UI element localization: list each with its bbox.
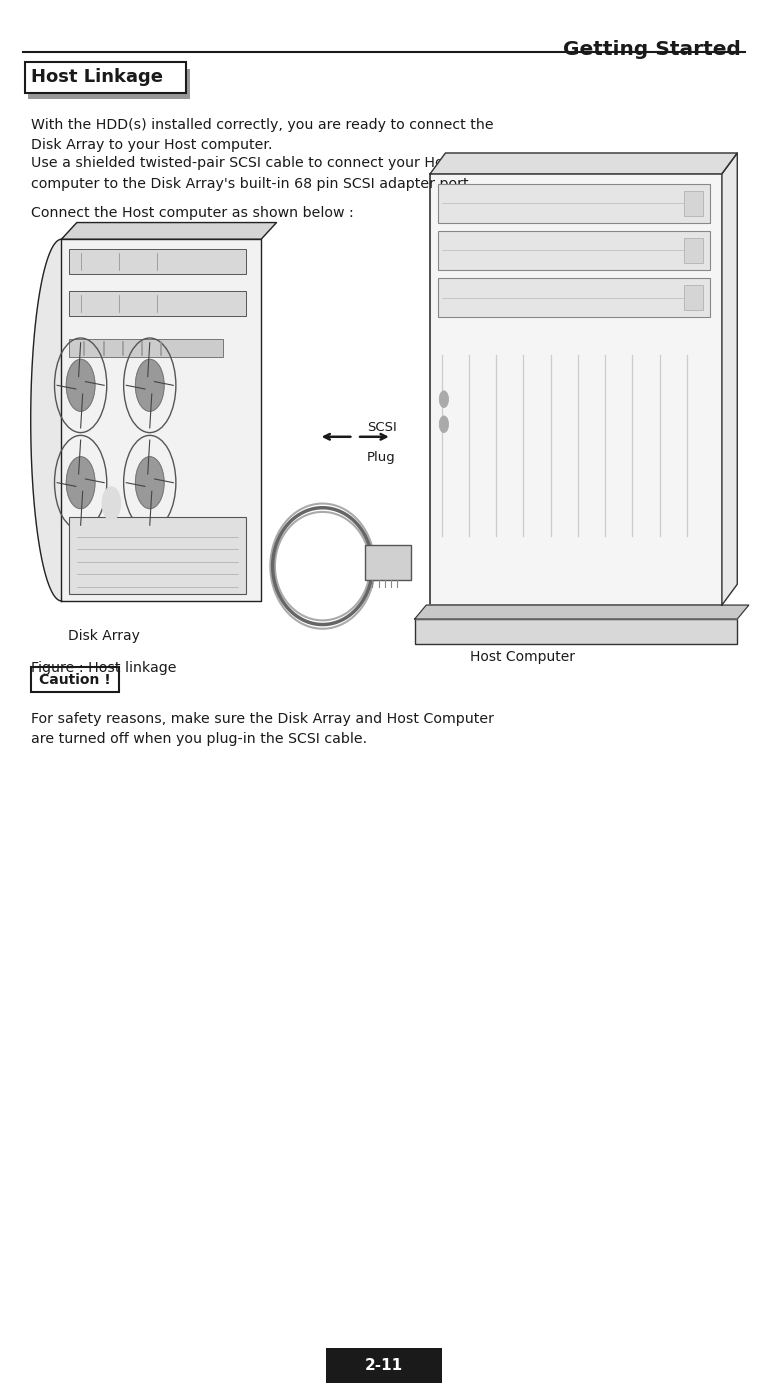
Bar	[69, 339, 223, 357]
Circle shape	[102, 487, 121, 520]
Bar	[69, 249, 246, 274]
Text: Caution !: Caution !	[39, 672, 111, 687]
Circle shape	[439, 416, 449, 433]
Text: Disk Array: Disk Array	[68, 629, 140, 643]
Polygon shape	[722, 153, 737, 605]
Text: Use a shielded twisted-pair SCSI cable to connect your Host: Use a shielded twisted-pair SCSI cable t…	[31, 156, 456, 170]
Bar	[31, 668, 119, 693]
Circle shape	[439, 391, 449, 408]
Bar	[438, 184, 710, 223]
Bar	[25, 61, 186, 92]
Text: Connect the Host computer as shown below :: Connect the Host computer as shown below…	[31, 206, 353, 220]
Bar	[69, 291, 246, 316]
Bar	[365, 545, 411, 580]
Bar	[438, 231, 710, 270]
Text: computer to the Disk Array's built-in 68 pin SCSI adapter port.: computer to the Disk Array's built-in 68…	[31, 177, 473, 191]
Text: 2-11: 2-11	[365, 1358, 403, 1373]
Bar	[326, 1348, 442, 1383]
Text: With the HDD(s) installed correctly, you are ready to connect the: With the HDD(s) installed correctly, you…	[31, 118, 493, 132]
Polygon shape	[31, 239, 61, 601]
Bar	[684, 238, 703, 263]
Text: For safety reasons, make sure the Disk Array and Host Computer: For safety reasons, make sure the Disk A…	[31, 712, 494, 726]
Text: Plug: Plug	[367, 451, 396, 463]
Text: Host Linkage: Host Linkage	[31, 68, 163, 86]
Circle shape	[135, 359, 164, 412]
Circle shape	[66, 359, 95, 412]
Polygon shape	[430, 153, 737, 174]
Polygon shape	[61, 223, 276, 239]
Text: Host Computer: Host Computer	[470, 650, 574, 664]
Bar	[430, 174, 722, 605]
Text: Disk Array to your Host computer.: Disk Array to your Host computer.	[31, 139, 272, 153]
Polygon shape	[415, 605, 749, 619]
Text: Getting Started: Getting Started	[563, 39, 741, 58]
Polygon shape	[61, 239, 261, 601]
Text: are turned off when you plug-in the SCSI cable.: are turned off when you plug-in the SCSI…	[31, 732, 367, 746]
Bar	[684, 191, 703, 216]
Circle shape	[66, 456, 95, 509]
Bar	[438, 278, 710, 317]
Bar	[684, 285, 703, 310]
Text: SCSI: SCSI	[367, 421, 397, 434]
Text: Figure : Host linkage: Figure : Host linkage	[31, 661, 176, 675]
Circle shape	[135, 456, 164, 509]
Bar	[28, 68, 190, 100]
Bar	[415, 619, 737, 644]
Bar	[69, 517, 246, 594]
